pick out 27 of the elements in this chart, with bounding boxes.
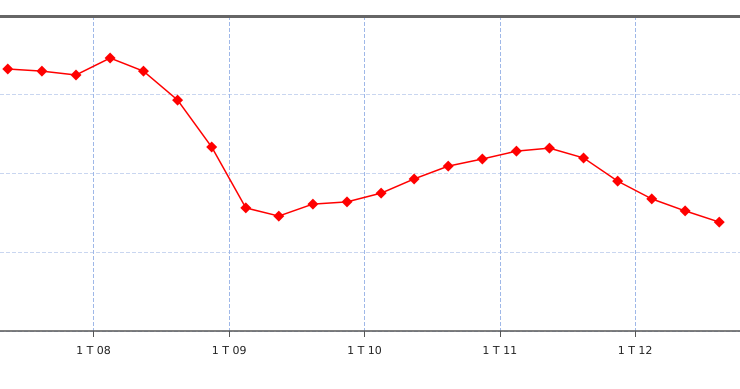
x-tick-label: 1 T 09 bbox=[212, 344, 246, 357]
point bbox=[307, 198, 318, 210]
x-tick-label: 1 T 12 bbox=[618, 344, 652, 357]
point bbox=[408, 173, 420, 184]
point bbox=[138, 66, 149, 77]
point bbox=[172, 94, 184, 106]
x-tick-label: 1 T 11 bbox=[482, 344, 518, 357]
point bbox=[36, 66, 48, 77]
point bbox=[104, 52, 116, 64]
point bbox=[544, 142, 555, 154]
point bbox=[578, 152, 590, 164]
point bbox=[442, 160, 454, 172]
point bbox=[2, 63, 14, 74]
point bbox=[70, 69, 82, 80]
point bbox=[510, 146, 522, 157]
x-tick-label: 1 T 10 bbox=[347, 344, 382, 357]
point bbox=[476, 154, 488, 165]
point bbox=[612, 176, 624, 187]
point bbox=[714, 216, 725, 228]
point bbox=[376, 188, 387, 199]
point bbox=[240, 202, 252, 214]
x-tick-label: 1 T 08 bbox=[76, 344, 111, 357]
point bbox=[206, 142, 218, 153]
point bbox=[273, 210, 284, 222]
point bbox=[342, 196, 353, 208]
point bbox=[680, 205, 691, 216]
point bbox=[646, 193, 658, 204]
